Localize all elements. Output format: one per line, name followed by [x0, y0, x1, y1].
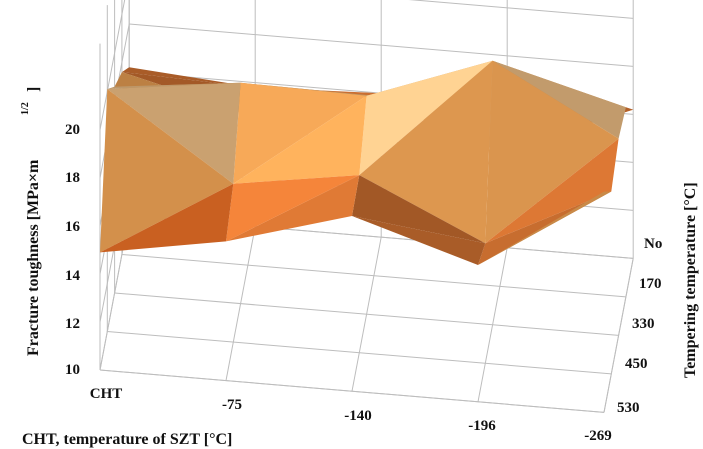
- surface-facet: [492, 60, 626, 139]
- z-tick-label: 18: [65, 170, 80, 186]
- surface-facet: [359, 60, 493, 244]
- floor-right-edge: [603, 258, 634, 413]
- y-tick-label: 450: [625, 356, 648, 372]
- z-tick-label: 20: [65, 122, 80, 138]
- x-tick-label: -196: [468, 418, 496, 434]
- surface-facet: [352, 175, 486, 244]
- y-tick-label: 170: [639, 276, 662, 292]
- z-axis-title-close: ]: [25, 87, 42, 92]
- x-tick-label: -75: [222, 397, 242, 413]
- floor-y-gridline: [107, 331, 612, 375]
- surface-facet: [240, 82, 374, 96]
- surface-facet: [233, 95, 367, 184]
- z-tick-label: 14: [65, 268, 81, 284]
- z-axis-title: Fracture toughness [MPa×m 1/2 ]: [20, 87, 42, 356]
- y-tick-label: No: [644, 236, 662, 252]
- y-tick-labels: No 170 330 450 530: [617, 236, 662, 416]
- y-axis-title: Tempering temperature [°C]: [682, 182, 699, 378]
- surface-facet: [359, 60, 493, 176]
- z-tick-label: 16: [65, 219, 81, 235]
- z-axis-title-main: Fracture toughness [MPa×m: [25, 159, 42, 356]
- x-tick-label: -140: [344, 408, 372, 424]
- surface-facet: [100, 183, 234, 253]
- surface-facet: [485, 138, 619, 244]
- back-wall-z-gridline: [408, 0, 634, 19]
- surface-facet: [233, 82, 367, 184]
- floor-y-gridline: [114, 292, 619, 336]
- y-tick-label: 530: [617, 400, 640, 416]
- x-tick-label: CHT: [90, 386, 123, 402]
- z-tick-label: 12: [65, 316, 80, 332]
- floor-front-edge: [99, 369, 605, 413]
- x-axis-title: CHT, temperature of SZT [°C]: [22, 431, 232, 448]
- surface-facet: [121, 67, 256, 88]
- z-tick-labels: 10 12 14 16 18 20: [65, 122, 81, 378]
- x-tick-label: -269: [584, 428, 612, 444]
- y-tick-label: 330: [632, 316, 655, 332]
- surface-facet: [107, 82, 241, 90]
- surface-facet: [107, 82, 241, 184]
- surface-facet: [352, 216, 486, 265]
- surface-facet: [100, 89, 234, 253]
- surface-plot: [100, 60, 634, 265]
- surface-facet: [478, 191, 612, 265]
- z-tick-label: 10: [65, 362, 80, 378]
- surface-facet: [226, 175, 360, 242]
- surface-facet: [485, 60, 619, 244]
- z-axis-title-exponent: 1/2: [20, 102, 31, 115]
- floor-y-gridline: [121, 254, 626, 298]
- x-tick-labels: CHT -75 -140 -196 -269: [90, 386, 612, 444]
